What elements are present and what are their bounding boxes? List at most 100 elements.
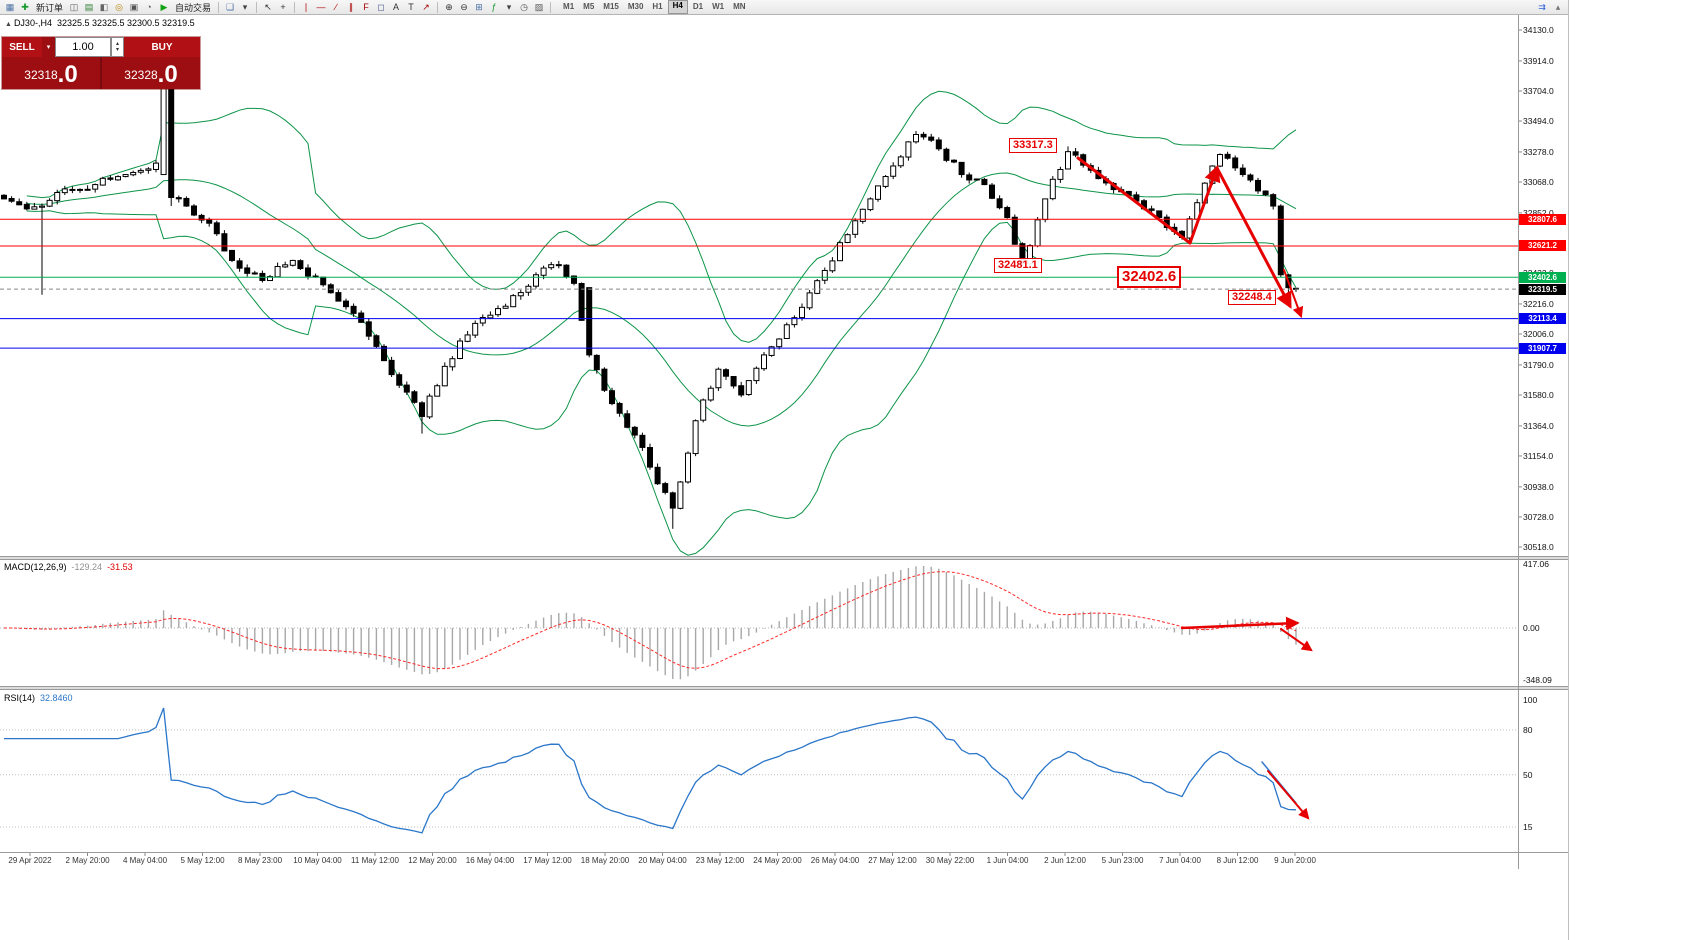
timeframe-button-h4[interactable]: H4 [667, 0, 688, 14]
sell-price[interactable]: 32318.0 [2, 57, 100, 89]
trend-arrow-up-1[interactable] [1188, 164, 1221, 245]
indicators-dropdown-icon[interactable]: ▾ [506, 1, 512, 12]
rsi-indicator [0, 707, 1518, 834]
cursor-icon[interactable]: ↖ [264, 1, 272, 12]
time-axis-label: 5 Jun 23:00 [1101, 856, 1144, 865]
price-axis-label: 33494.0 [1523, 116, 1554, 127]
new-order-icon[interactable]: ✚ [21, 1, 29, 12]
price-axis-label: 31580.0 [1523, 389, 1554, 400]
collapse-toolbar-icon[interactable]: ▴ [1555, 1, 1561, 12]
autotrade-icon[interactable]: ▶ [160, 1, 168, 12]
data-window-icon[interactable]: ◧ [99, 1, 109, 12]
buy-price-pips: .0 [157, 61, 178, 88]
panel-separator-2[interactable] [0, 686, 1568, 690]
macd-signal-line [4, 571, 1297, 670]
horizontal-levels[interactable] [0, 218, 1518, 349]
new-chart-icon[interactable]: ❏ [225, 1, 235, 12]
trend-arrow-down-3[interactable] [1283, 269, 1304, 319]
macd-axis-label: 417.06 [1523, 559, 1549, 569]
rsi-label: RSI(14) 32.8460 [4, 693, 73, 703]
order-type-dropdown[interactable]: ▾ [42, 37, 55, 57]
indicators-icon[interactable]: ƒ [491, 1, 497, 12]
channel-icon[interactable]: ∥ [348, 1, 354, 12]
price-axis-label: 33914.0 [1523, 55, 1554, 66]
time-axis-label: 8 Jun 12:00 [1216, 856, 1259, 865]
chart-title: ▲ DJ30-,H4 32325.5 32325.5 32300.5 32319.5 [5, 18, 195, 28]
vertical-line-icon[interactable]: ∣ [303, 1, 309, 12]
macd-arrow-down[interactable] [1280, 628, 1313, 652]
toolbar: ▦ ✚ 新订单 ◫ ▤ ◧ ◎ ▣ ◔ ▶ 自动交易 ❏ ▾ ↖ + ∣ ― ∕ ∥ F ◻ A T ↗ ⊕ ⊖ ⊞ ƒ ▾ ◷ ▨ M1 M… [0, 0, 1568, 15]
strategy-tester-icon[interactable]: ◔ [146, 1, 152, 12]
autotrade-button[interactable]: 自动交易 [175, 2, 212, 13]
rsi-axis-label: 100 [1523, 695, 1538, 705]
time-axis-label: 5 May 12:00 [180, 856, 225, 865]
scroll-to-end-icon[interactable]: ⇉ [1538, 1, 1546, 12]
bollinger-lower-band [26, 210, 1297, 556]
timeframe-button-d1[interactable]: D1 [692, 2, 704, 11]
time-axis-label: 30 May 22:00 [925, 856, 975, 865]
price-axis-label: 32852.0 [1523, 208, 1554, 218]
zoom-out-icon[interactable]: ⊖ [460, 1, 468, 12]
text-icon[interactable]: A [393, 1, 400, 12]
timeframe-button-m5[interactable]: M5 [583, 2, 595, 11]
macd-arrow-flat[interactable] [1180, 616, 1300, 631]
profiles-dropdown-icon[interactable]: ▾ [242, 1, 248, 12]
stepper-up-icon[interactable]: ▴ [115, 41, 119, 47]
timeframe-button-m15[interactable]: M15 [603, 2, 619, 11]
profile-icon[interactable]: ◫ [69, 1, 79, 12]
shapes-icon[interactable]: ◻ [377, 1, 385, 12]
price-annotation-32248[interactable]: 32248.4 [1228, 290, 1276, 305]
toolbar-separator [256, 1, 258, 13]
market-watch-icon[interactable]: ▤ [84, 1, 94, 12]
trendline-icon[interactable]: ∕ [335, 1, 337, 12]
trend-arrow-down-2[interactable] [1215, 166, 1292, 309]
navigator-icon[interactable]: ◎ [115, 1, 123, 12]
candlestick-series [1, 62, 1299, 529]
arrow-objects-icon[interactable]: ↗ [422, 1, 430, 12]
new-order-button[interactable]: 新订单 [36, 2, 64, 13]
timeframe-button-mn[interactable]: MN [733, 2, 746, 11]
crosshair-icon[interactable]: + [280, 1, 286, 12]
time-axis-label: 27 May 12:00 [868, 856, 917, 865]
macd-indicator [0, 566, 1518, 680]
timeframe-button-w1[interactable]: W1 [712, 2, 725, 11]
time-axis-label: 18 May 20:00 [580, 856, 630, 865]
lot-stepper[interactable]: ▴ ▾ [111, 37, 124, 57]
time-axis-border [0, 852, 1568, 853]
time-axis-label: 2 May 20:00 [65, 856, 110, 865]
trend-arrows[interactable] [1076, 156, 1313, 820]
text-label-icon[interactable]: T [408, 1, 414, 12]
price-annotation-33317[interactable]: 33317.3 [1009, 138, 1057, 153]
rsi-arrow-down[interactable] [1267, 770, 1310, 820]
buy-price[interactable]: 32328.0 [102, 57, 200, 89]
time-axis-label: 9 Jun 20:00 [1274, 856, 1316, 865]
buy-button[interactable]: BUY [124, 37, 200, 57]
timeframe-button-m30[interactable]: M30 [627, 2, 644, 11]
terminal-icon[interactable]: ▣ [129, 1, 139, 12]
fibonacci-icon[interactable]: F [363, 1, 369, 12]
timeframe-button-h1[interactable]: H1 [652, 2, 663, 11]
price-divider [100, 57, 102, 89]
periods-icon[interactable]: ◷ [520, 1, 528, 12]
price-annotation-32481[interactable]: 32481.1 [994, 258, 1042, 273]
bollinger-middle-band [26, 172, 1297, 427]
price-tag-32113.4: 32113.4 [1519, 313, 1566, 325]
templates-icon[interactable]: ▨ [534, 1, 544, 12]
sell-button[interactable]: SELL [2, 37, 42, 57]
horizontal-line-icon[interactable]: ― [316, 1, 326, 12]
tile-windows-icon[interactable]: ⊞ [475, 1, 483, 12]
panel-separator-1[interactable] [0, 556, 1568, 560]
trend-arrow-down-1[interactable] [1076, 156, 1192, 245]
timeframe-button-m1[interactable]: M1 [563, 2, 575, 11]
bollinger-bands [26, 90, 1297, 556]
lot-size-input[interactable] [55, 37, 111, 57]
rsi-name: RSI(14) [4, 693, 36, 703]
time-axis-label: 12 May 20:00 [408, 856, 457, 865]
chart-icon: ▲ [5, 21, 12, 28]
chart-canvas[interactable] [0, 0, 1568, 940]
time-axis-label: 17 May 12:00 [523, 856, 572, 865]
price-annotation-32402[interactable]: 32402.6 [1117, 266, 1182, 288]
zoom-in-icon[interactable]: ⊕ [445, 1, 453, 12]
charts-icon[interactable]: ▦ [5, 1, 15, 12]
stepper-down-icon[interactable]: ▾ [115, 47, 119, 53]
